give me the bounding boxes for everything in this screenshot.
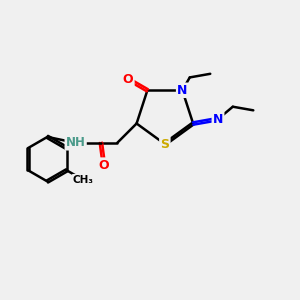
Text: O: O: [123, 73, 134, 85]
Text: NH: NH: [66, 136, 86, 149]
Text: CH₃: CH₃: [73, 175, 94, 185]
Text: S: S: [160, 138, 169, 151]
Text: N: N: [213, 112, 223, 126]
Text: N: N: [177, 84, 188, 97]
Text: O: O: [99, 159, 109, 172]
